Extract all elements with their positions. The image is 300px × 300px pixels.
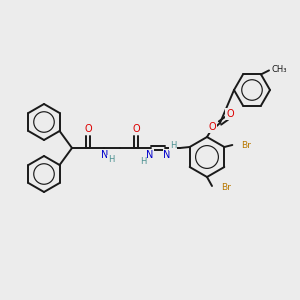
Text: O: O: [132, 124, 140, 134]
Text: CH₃: CH₃: [271, 65, 287, 74]
Text: Br: Br: [221, 184, 231, 193]
Text: H: H: [108, 155, 114, 164]
Text: N: N: [146, 150, 154, 160]
Text: O: O: [84, 124, 92, 134]
Text: O: O: [226, 109, 234, 119]
Text: Br: Br: [241, 140, 251, 149]
Text: N: N: [163, 150, 171, 160]
Text: H: H: [170, 142, 176, 151]
Text: H: H: [140, 157, 146, 166]
Text: N: N: [101, 150, 109, 160]
Text: O: O: [208, 122, 216, 132]
